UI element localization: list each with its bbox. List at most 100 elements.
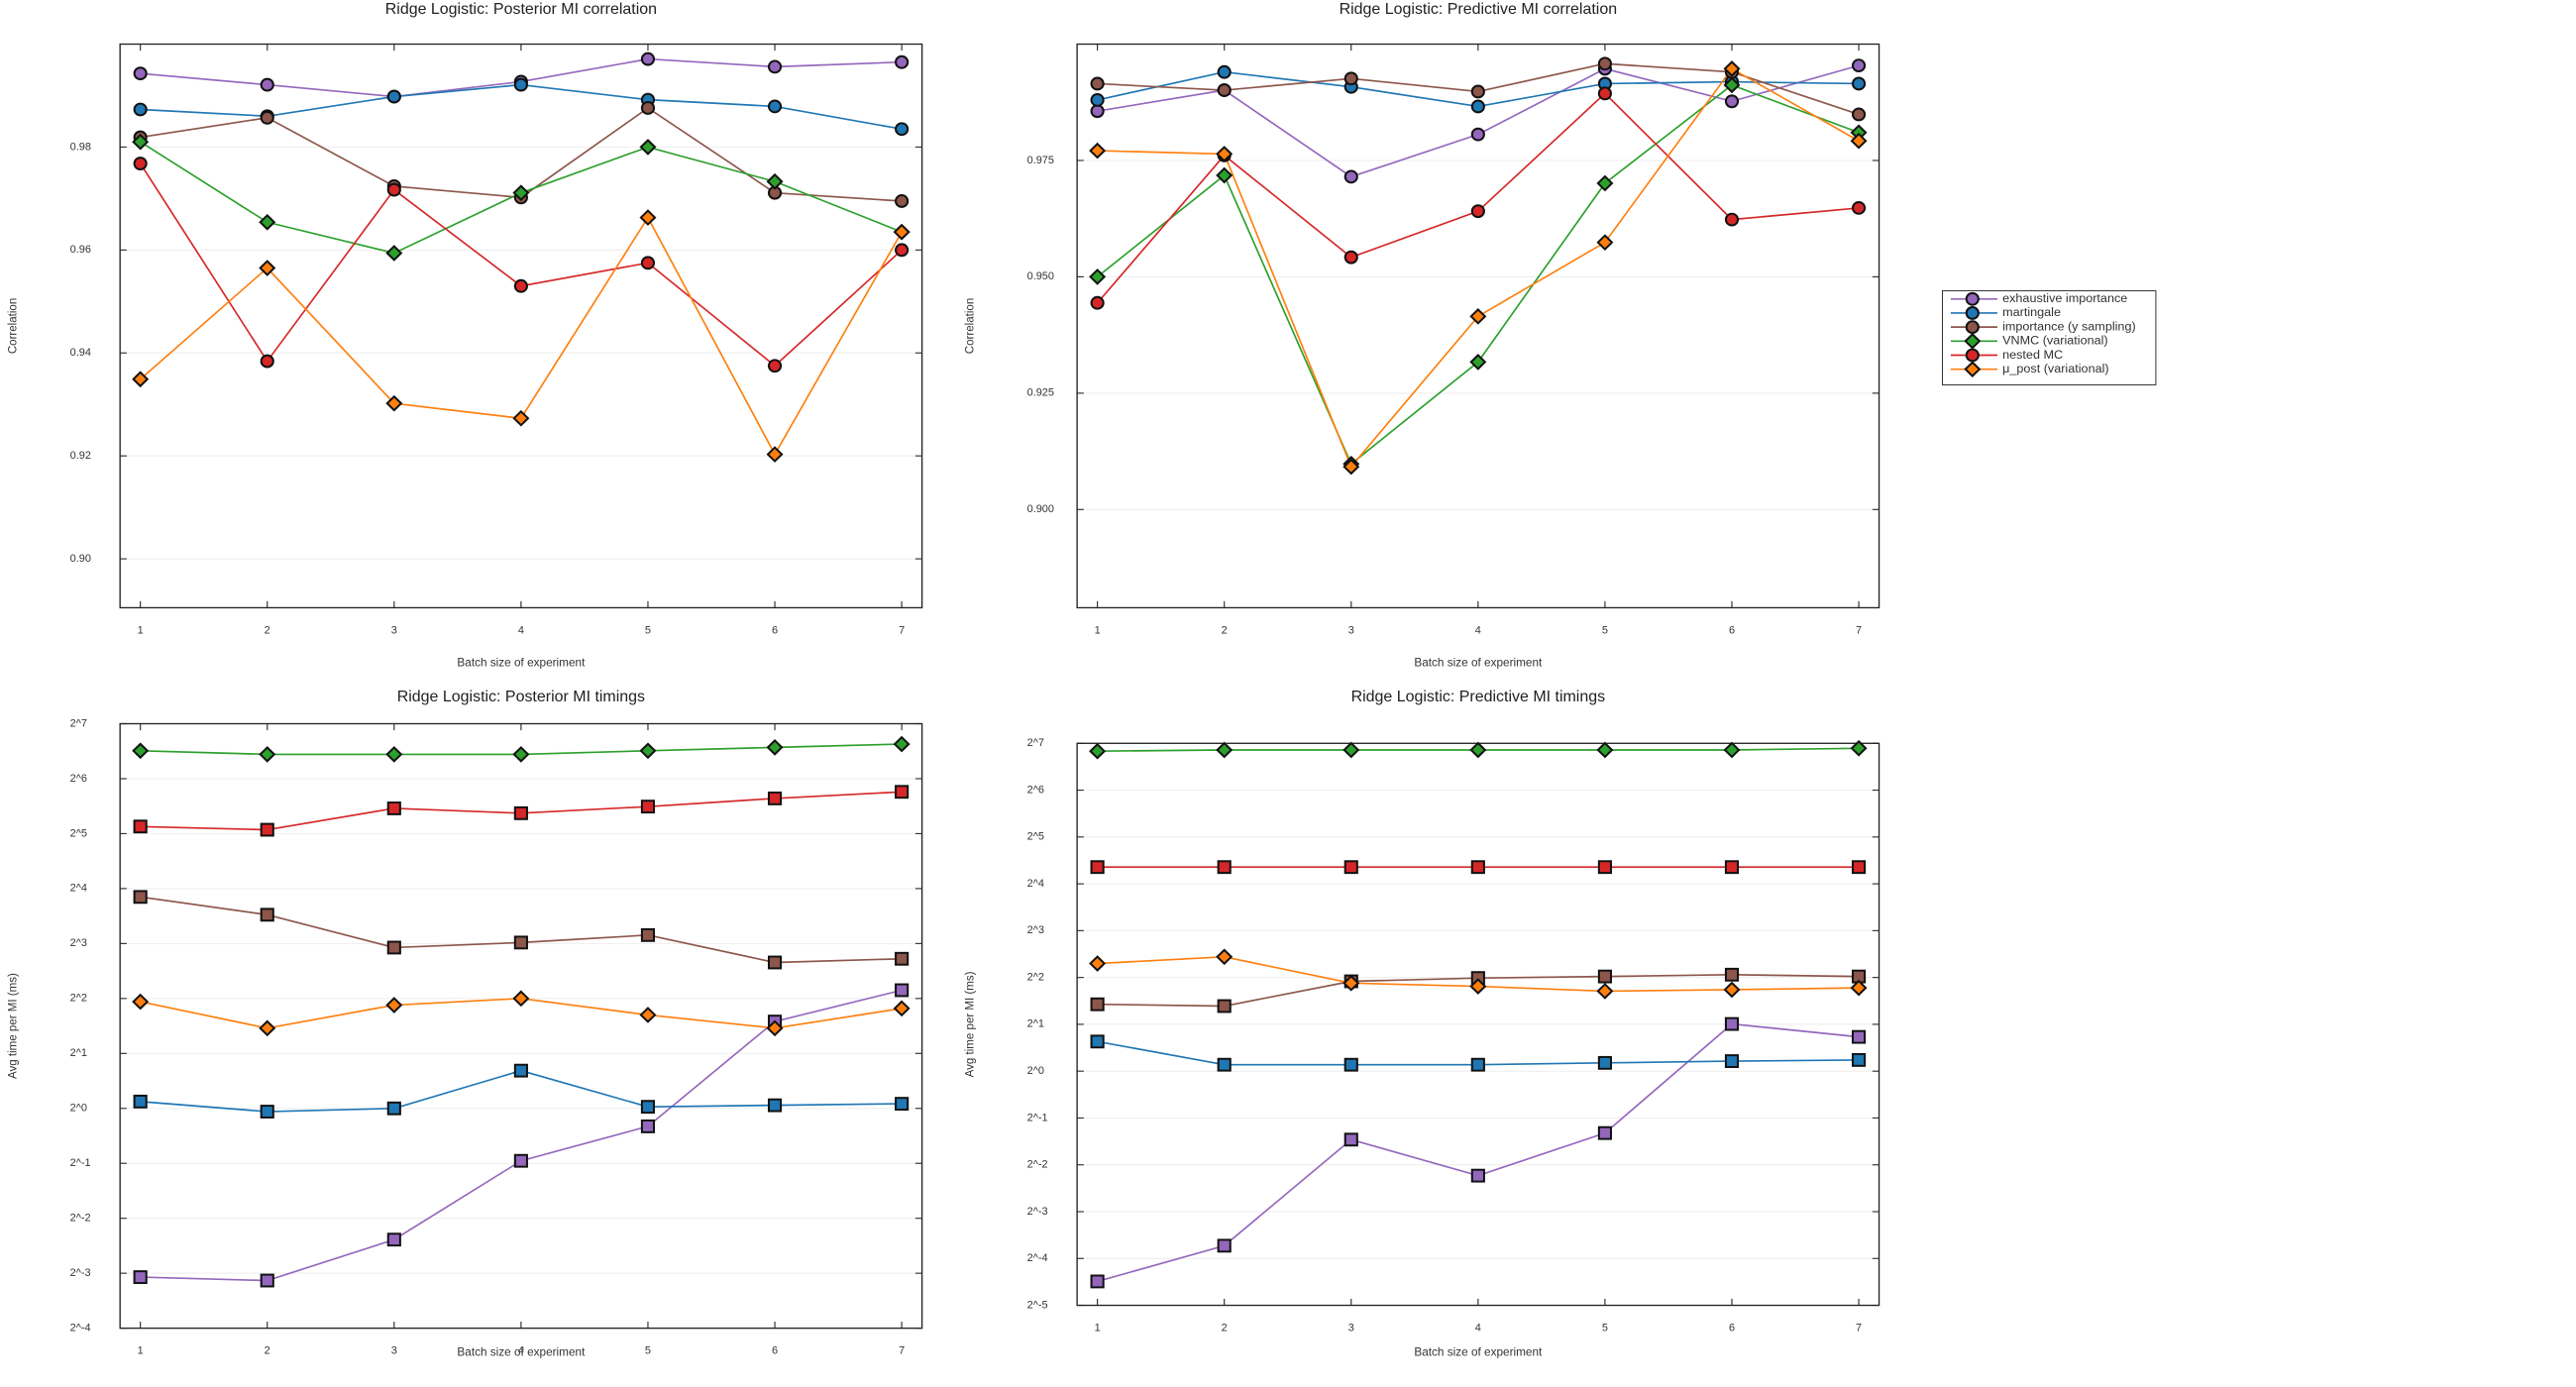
marker-square (895, 951, 910, 966)
marker-diamond (385, 394, 403, 412)
marker-square (895, 785, 910, 800)
marker-square (1217, 999, 1232, 1014)
marker-square (1724, 1016, 1740, 1031)
marker-diamond (512, 990, 530, 1008)
marker-diamond (1216, 166, 1234, 184)
marker-diamond (1216, 146, 1234, 162)
marker-diamond (1596, 741, 1614, 759)
y-tick-label: 0.925 (1027, 387, 1054, 399)
marker-circle (133, 66, 148, 81)
marker-diamond (1089, 742, 1107, 760)
marker-circle (1090, 104, 1105, 119)
marker-diamond (1216, 741, 1234, 759)
x-tick-label: 3 (1348, 1323, 1354, 1334)
marker-square (1217, 860, 1232, 875)
marker-circle (386, 89, 401, 104)
y-tick-label: 2^-3 (1027, 1206, 1048, 1218)
y-tick-label: 2^7 (1027, 737, 1044, 749)
x-tick-label: 1 (1095, 624, 1101, 636)
marker-diamond (639, 209, 657, 226)
marker-diamond (893, 223, 911, 241)
x-tick-label: 3 (1348, 624, 1354, 636)
marker-square (386, 1101, 401, 1116)
marker-circle (1965, 291, 1980, 306)
x-tick-label: 6 (772, 1345, 778, 1357)
marker-square (1597, 860, 1612, 875)
marker-diamond (1723, 981, 1741, 999)
marker-circle (895, 122, 910, 137)
marker-square (1343, 1057, 1358, 1072)
marker-circle (1343, 169, 1358, 184)
y-tick-label: 2^-1 (70, 1157, 91, 1169)
marker-square (640, 1120, 656, 1133)
marker-circle (1597, 86, 1612, 101)
marker-circle (1724, 94, 1740, 109)
marker-square (1090, 997, 1105, 1012)
marker-diamond (766, 1019, 784, 1037)
x-tick-label: 2 (1222, 1323, 1228, 1334)
y-tick-label: 2^-5 (1027, 1299, 1048, 1311)
marker-diamond (1089, 142, 1107, 160)
marker-square (1597, 1055, 1612, 1070)
marker-circle (1965, 320, 1980, 335)
marker-diamond (1596, 174, 1614, 192)
marker-diamond (512, 746, 530, 763)
marker-circle (133, 157, 148, 170)
x-tick-label: 6 (1729, 624, 1735, 636)
marker-diamond (1342, 975, 1360, 992)
y-tick-label: 2^1 (1027, 1018, 1044, 1030)
y-tick-label: 0.950 (1027, 270, 1054, 282)
y-tick-label: 0.98 (70, 141, 91, 153)
y-tick-label: 0.90 (70, 553, 91, 565)
marker-circle (1724, 212, 1740, 227)
x-tick-label: 5 (645, 1345, 651, 1357)
marker-square (260, 1273, 274, 1288)
marker-circle (1852, 200, 1867, 215)
marker-circle (386, 182, 401, 197)
marker-square (1090, 860, 1105, 875)
x-tick-label: 6 (1729, 1323, 1735, 1334)
x-tick-label: 4 (1475, 1323, 1481, 1334)
marker-diamond (639, 742, 657, 760)
marker-square (260, 907, 274, 922)
y-tick-label: 0.96 (70, 244, 91, 256)
marker-circle (260, 77, 274, 92)
legend-label: importance (y sampling) (2002, 320, 2136, 334)
marker-square (133, 890, 148, 905)
marker-square (640, 1100, 656, 1115)
marker-circle (513, 278, 528, 293)
marker-circle (1343, 71, 1358, 86)
marker-square (1724, 860, 1740, 875)
marker-diamond (385, 245, 403, 262)
marker-square (1724, 967, 1740, 982)
marker-diamond (1596, 234, 1614, 251)
marker-diamond (1850, 739, 1868, 757)
legend-label: exhaustive importance (2002, 291, 2127, 305)
marker-square (640, 800, 656, 814)
y-axis-label: Correlation (963, 298, 976, 354)
marker-diamond (1723, 60, 1741, 77)
legend-label: VNMC (variational) (2002, 334, 2108, 348)
marker-circle (260, 354, 274, 369)
marker-circle (1343, 250, 1358, 265)
x-tick-label: 1 (138, 624, 144, 636)
x-tick-label: 7 (1856, 1323, 1862, 1334)
marker-square (1470, 1168, 1485, 1183)
series-line (140, 989, 903, 1282)
marker-diamond (1469, 741, 1487, 759)
marker-circle (767, 359, 783, 373)
y-tick-label: 2^3 (70, 937, 87, 949)
x-tick-label: 1 (138, 1345, 144, 1357)
marker-square (1724, 1054, 1740, 1068)
marker-square (767, 791, 783, 805)
x-tick-label: 4 (518, 1345, 524, 1357)
marker-diamond (259, 213, 276, 231)
marker-diamond (1723, 741, 1741, 759)
marker-diamond (639, 139, 657, 156)
marker-diamond (639, 1007, 657, 1023)
marker-diamond (1850, 979, 1868, 997)
marker-diamond (893, 1000, 911, 1017)
marker-diamond (512, 184, 530, 201)
marker-circle (640, 256, 656, 270)
